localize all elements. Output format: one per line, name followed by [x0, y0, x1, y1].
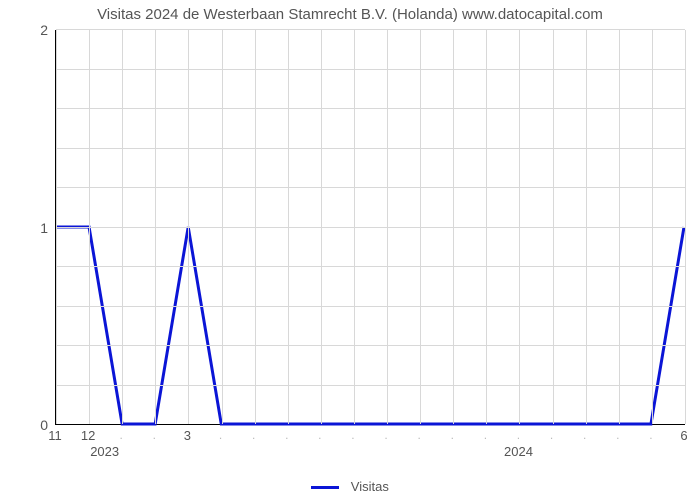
grid-h-minor [56, 227, 685, 228]
grid-v [56, 30, 57, 424]
grid-h-minor [56, 345, 685, 346]
visits-line [56, 227, 684, 424]
xtick-minor: . [120, 428, 123, 442]
xtick-label: 11 [48, 428, 62, 443]
xtick-label: 3 [184, 428, 191, 443]
grid-v [453, 30, 454, 424]
grid-v [586, 30, 587, 424]
chart-title: Visitas 2024 de Westerbaan Stamrecht B.V… [0, 0, 700, 23]
grid-v [188, 30, 189, 424]
ytick-label: 0 [40, 417, 48, 433]
xtick-minor: . [384, 428, 387, 442]
grid-h-minor [56, 306, 685, 307]
xtick-minor: . [517, 428, 520, 442]
xtick-label: 6 [680, 428, 687, 443]
xtick-minor: . [285, 428, 288, 442]
grid-v [387, 30, 388, 424]
grid-v [354, 30, 355, 424]
xtick-minor: . [484, 428, 487, 442]
grid-v [122, 30, 123, 424]
grid-v [321, 30, 322, 424]
xtick-label: 12 [81, 428, 95, 443]
xyear-label: 2024 [504, 444, 533, 459]
grid-h-minor [56, 266, 685, 267]
grid-v [420, 30, 421, 424]
grid-h-minor [56, 385, 685, 386]
grid-v [652, 30, 653, 424]
grid-v [222, 30, 223, 424]
grid-v [685, 30, 686, 424]
xtick-minor: . [649, 428, 652, 442]
chart-container: Visitas 2024 de Westerbaan Stamrecht B.V… [0, 0, 700, 500]
grid-h-minor [56, 187, 685, 188]
xtick-minor: . [616, 428, 619, 442]
plot-area [55, 30, 685, 425]
grid-h-minor [56, 69, 685, 70]
legend: Visitas [0, 479, 700, 494]
legend-label: Visitas [351, 479, 389, 494]
xtick-minor: . [252, 428, 255, 442]
grid-v [288, 30, 289, 424]
grid-h-minor [56, 148, 685, 149]
xtick-minor: . [417, 428, 420, 442]
xtick-minor: . [318, 428, 321, 442]
grid-v [553, 30, 554, 424]
grid-v [155, 30, 156, 424]
grid-v [89, 30, 90, 424]
ytick-label: 1 [40, 220, 48, 236]
ytick-label: 2 [40, 22, 48, 38]
xtick-minor: . [550, 428, 553, 442]
legend-swatch [311, 486, 339, 489]
grid-h-minor [56, 29, 685, 30]
xtick-minor: . [153, 428, 156, 442]
grid-h-minor [56, 108, 685, 109]
xtick-minor: . [451, 428, 454, 442]
xyear-label: 2023 [90, 444, 119, 459]
xtick-minor: . [351, 428, 354, 442]
grid-v [255, 30, 256, 424]
grid-v [619, 30, 620, 424]
xtick-minor: . [583, 428, 586, 442]
grid-v [486, 30, 487, 424]
grid-v [519, 30, 520, 424]
xtick-minor: . [219, 428, 222, 442]
